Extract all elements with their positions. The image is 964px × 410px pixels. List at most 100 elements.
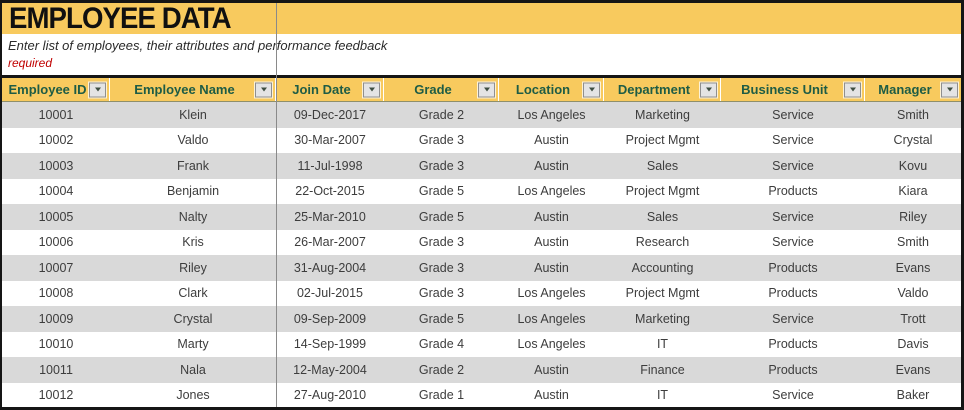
table-cell[interactable]: Valdo	[177, 133, 209, 148]
table-cell[interactable]: Austin	[534, 260, 569, 275]
table-cell[interactable]: Service	[772, 133, 814, 148]
table-cell[interactable]: Grade 3	[418, 158, 465, 173]
table-cell[interactable]: Research	[635, 235, 690, 250]
table-cell[interactable]: Smith	[897, 107, 929, 122]
table-cell[interactable]: 09-Sep-2009	[293, 311, 367, 326]
table-cell[interactable]: Grade 5	[418, 311, 465, 326]
table-cell[interactable]: Los Angeles	[517, 337, 586, 352]
table-cell[interactable]: 10010	[38, 337, 74, 352]
table-cell[interactable]: Frank	[177, 158, 209, 173]
table-cell[interactable]: Austin	[534, 235, 569, 250]
table-cell[interactable]: Clark	[178, 286, 208, 301]
table-cell[interactable]: 10006	[38, 235, 74, 250]
table-cell[interactable]: 10003	[38, 158, 74, 173]
table-cell[interactable]: Riley	[179, 260, 207, 275]
table-cell[interactable]: 10004	[38, 184, 74, 199]
table-cell[interactable]: Austin	[534, 362, 569, 377]
table-cell[interactable]: Accounting	[631, 260, 694, 275]
table-cell[interactable]: 10001	[38, 107, 74, 122]
column-header-join-date[interactable]: Join Date	[276, 78, 384, 101]
table-cell[interactable]: Klein	[179, 107, 207, 122]
table-cell[interactable]: Marketing	[635, 107, 690, 122]
table-cell[interactable]: Service	[772, 158, 814, 173]
table-cell[interactable]: Grade 3	[418, 133, 465, 148]
table-cell[interactable]: Austin	[534, 158, 569, 173]
table-cell[interactable]: Grade 3	[418, 260, 465, 275]
table-cell[interactable]: Project Mgmt	[625, 133, 700, 148]
table-cell[interactable]: Crystal	[893, 133, 933, 148]
table-cell[interactable]: Baker	[896, 388, 930, 403]
table-cell[interactable]: Marty	[177, 337, 209, 352]
table-cell[interactable]: 10009	[38, 311, 74, 326]
table-cell[interactable]: 22-Oct-2015	[295, 184, 365, 199]
table-cell[interactable]: Service	[772, 107, 814, 122]
table-cell[interactable]: Grade 5	[418, 209, 465, 224]
table-cell[interactable]: Los Angeles	[517, 286, 586, 301]
table-cell[interactable]: Project Mgmt	[625, 184, 700, 199]
table-cell[interactable]: Service	[772, 388, 814, 403]
table-cell[interactable]: 10011	[39, 362, 73, 377]
table-cell[interactable]: Los Angeles	[517, 107, 586, 122]
filter-dropdown-icon[interactable]	[363, 82, 380, 97]
table-cell[interactable]: Smith	[897, 235, 929, 250]
table-cell[interactable]: Austin	[534, 388, 569, 403]
table-cell[interactable]: Service	[772, 235, 814, 250]
table-cell[interactable]: Finance	[640, 362, 685, 377]
table-cell[interactable]: Products	[768, 184, 818, 199]
table-cell[interactable]: Service	[772, 209, 814, 224]
table-cell[interactable]: 26-Mar-2007	[294, 235, 366, 250]
table-cell[interactable]: Project Mgmt	[625, 286, 700, 301]
filter-dropdown-icon[interactable]	[89, 82, 106, 97]
table-cell[interactable]: Grade 1	[418, 388, 465, 403]
table-cell[interactable]: Sales	[646, 209, 679, 224]
table-cell[interactable]: Trott	[900, 311, 926, 326]
table-cell[interactable]: 14-Sep-1999	[293, 337, 367, 352]
table-cell[interactable]: 12-May-2004	[293, 362, 367, 377]
filter-dropdown-icon[interactable]	[478, 82, 495, 97]
table-cell[interactable]: Products	[768, 286, 818, 301]
filter-dropdown-icon[interactable]	[700, 82, 717, 97]
table-cell[interactable]: Grade 5	[418, 184, 465, 199]
table-cell[interactable]: 10005	[38, 209, 74, 224]
table-cell[interactable]: Sales	[646, 158, 679, 173]
table-cell[interactable]: Grade 3	[418, 235, 465, 250]
table-cell[interactable]: Marketing	[635, 311, 690, 326]
table-cell[interactable]: IT	[656, 388, 669, 403]
column-header-grade[interactable]: Grade	[384, 78, 499, 101]
column-header-location[interactable]: Location	[499, 78, 604, 101]
table-cell[interactable]: Nala	[180, 362, 206, 377]
table-cell[interactable]: 10002	[38, 133, 74, 148]
column-header-employee-name[interactable]: Employee Name	[110, 78, 276, 101]
column-header-manager[interactable]: Manager	[865, 78, 961, 101]
table-cell[interactable]: Valdo	[897, 286, 929, 301]
table-cell[interactable]: Products	[768, 337, 818, 352]
table-cell[interactable]: Grade 2	[418, 107, 465, 122]
table-cell[interactable]: Kiara	[898, 184, 928, 199]
column-header-department[interactable]: Department	[604, 78, 721, 101]
column-header-business-unit[interactable]: Business Unit	[721, 78, 865, 101]
table-cell[interactable]: IT	[656, 337, 669, 352]
table-cell[interactable]: Los Angeles	[517, 311, 586, 326]
table-cell[interactable]: 27-Aug-2010	[293, 388, 367, 403]
table-cell[interactable]: Austin	[534, 209, 569, 224]
table-cell[interactable]: 10007	[38, 260, 74, 275]
table-cell[interactable]: Benjamin	[166, 184, 220, 199]
table-cell[interactable]: Kris	[182, 235, 204, 250]
table-cell[interactable]: Crystal	[173, 311, 213, 326]
table-cell[interactable]: Grade 4	[418, 337, 465, 352]
filter-dropdown-icon[interactable]	[941, 82, 958, 97]
table-cell[interactable]: Evans	[895, 260, 931, 275]
table-cell[interactable]: 25-Mar-2010	[294, 209, 366, 224]
column-header-employee-id[interactable]: Employee ID	[2, 78, 110, 101]
table-cell[interactable]: Riley	[899, 209, 927, 224]
table-cell[interactable]: Products	[768, 260, 818, 275]
filter-dropdown-icon[interactable]	[844, 82, 861, 97]
table-cell[interactable]: Kovu	[898, 158, 928, 173]
table-cell[interactable]: Austin	[534, 133, 569, 148]
table-cell[interactable]: Davis	[897, 337, 929, 352]
table-cell[interactable]: Grade 3	[418, 286, 465, 301]
table-cell[interactable]: 11-Jul-1998	[297, 158, 363, 173]
table-cell[interactable]: 31-Aug-2004	[293, 260, 367, 275]
table-cell[interactable]: 02-Jul-2015	[296, 286, 363, 301]
table-cell[interactable]: 30-Mar-2007	[294, 133, 366, 148]
